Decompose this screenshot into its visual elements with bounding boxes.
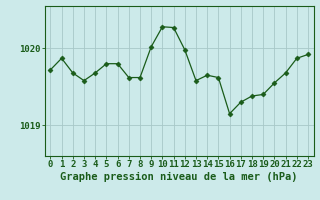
X-axis label: Graphe pression niveau de la mer (hPa): Graphe pression niveau de la mer (hPa): [60, 172, 298, 182]
